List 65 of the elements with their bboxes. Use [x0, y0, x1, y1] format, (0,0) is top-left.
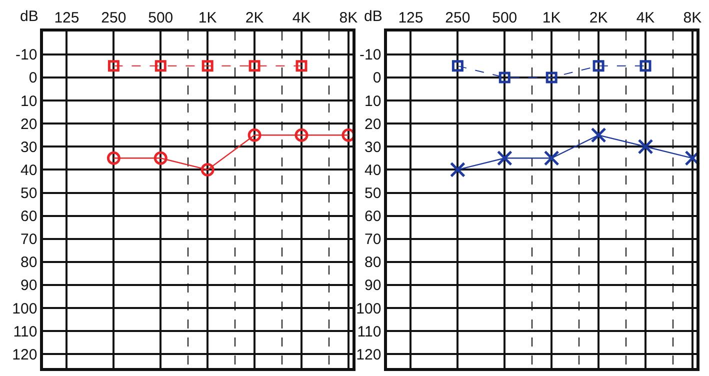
- x-tick-label: 1K: [198, 10, 217, 27]
- point: [640, 60, 652, 72]
- point: [248, 128, 262, 142]
- y-tick-label: 20: [20, 116, 38, 133]
- point: [590, 127, 606, 143]
- x-tick-label: 8K: [339, 10, 358, 27]
- y-tick-label: 100: [356, 300, 382, 318]
- y-tick-label: 70: [364, 231, 382, 248]
- y-tick-label: 80: [364, 254, 382, 272]
- point: [108, 60, 120, 72]
- y-tick-label: 100: [12, 300, 38, 318]
- y-tick-label: 40: [20, 162, 38, 179]
- x-tick-label: 250: [101, 10, 126, 27]
- y-axis-title: dB: [364, 8, 382, 25]
- y-axis-title: dB: [20, 8, 38, 25]
- point: [200, 162, 214, 176]
- y-tick-label: 80: [20, 254, 38, 272]
- point: [248, 60, 260, 72]
- x-tick-label: 500: [148, 10, 174, 27]
- point: [294, 128, 308, 142]
- y-tick-label: 40: [364, 162, 382, 179]
- y-tick-label: 20: [364, 116, 382, 133]
- point: [592, 60, 604, 72]
- point: [638, 138, 654, 154]
- x-tick-label: 500: [492, 10, 518, 27]
- y-tick-label: 60: [364, 208, 382, 226]
- point: [498, 72, 510, 84]
- x-tick-label: 2K: [589, 10, 608, 27]
- x-tick-label: 4K: [292, 10, 311, 27]
- x-tick-label: 8K: [683, 10, 702, 27]
- point: [496, 150, 512, 166]
- y-tick-label: 50: [364, 185, 382, 202]
- point: [106, 151, 120, 165]
- point: [452, 60, 464, 72]
- point: [544, 150, 560, 166]
- x-tick-label: 1K: [542, 10, 561, 27]
- y-tick-label: 70: [20, 231, 38, 248]
- point: [450, 162, 466, 178]
- y-tick-label: 0: [372, 70, 382, 87]
- point: [684, 150, 700, 166]
- y-tick-label: -10: [16, 46, 38, 64]
- y-tick-label: 30: [20, 138, 38, 156]
- point: [296, 60, 308, 72]
- y-tick-label: 120: [12, 346, 38, 364]
- y-tick-label: 10: [20, 92, 38, 110]
- y-tick-label: 30: [364, 138, 382, 156]
- y-tick-label: 90: [20, 277, 38, 294]
- y-tick-label: 110: [13, 323, 38, 340]
- point: [546, 72, 558, 84]
- y-tick-label: 10: [364, 92, 382, 110]
- x-tick-label: 2K: [245, 10, 264, 27]
- y-tick-label: 90: [364, 277, 382, 294]
- y-tick-label: 60: [20, 208, 38, 226]
- y-tick-label: -10: [360, 46, 382, 64]
- point: [202, 60, 214, 72]
- x-tick-label: 125: [398, 10, 424, 27]
- y-tick-label: 110: [357, 323, 382, 340]
- point: [154, 60, 166, 72]
- y-tick-label: 120: [356, 346, 382, 364]
- y-tick-label: 0: [28, 70, 38, 87]
- x-tick-label: 4K: [636, 10, 655, 27]
- y-tick-label: 50: [20, 185, 38, 202]
- x-tick-label: 250: [445, 10, 470, 27]
- x-tick-label: 125: [54, 10, 80, 27]
- point: [154, 151, 168, 165]
